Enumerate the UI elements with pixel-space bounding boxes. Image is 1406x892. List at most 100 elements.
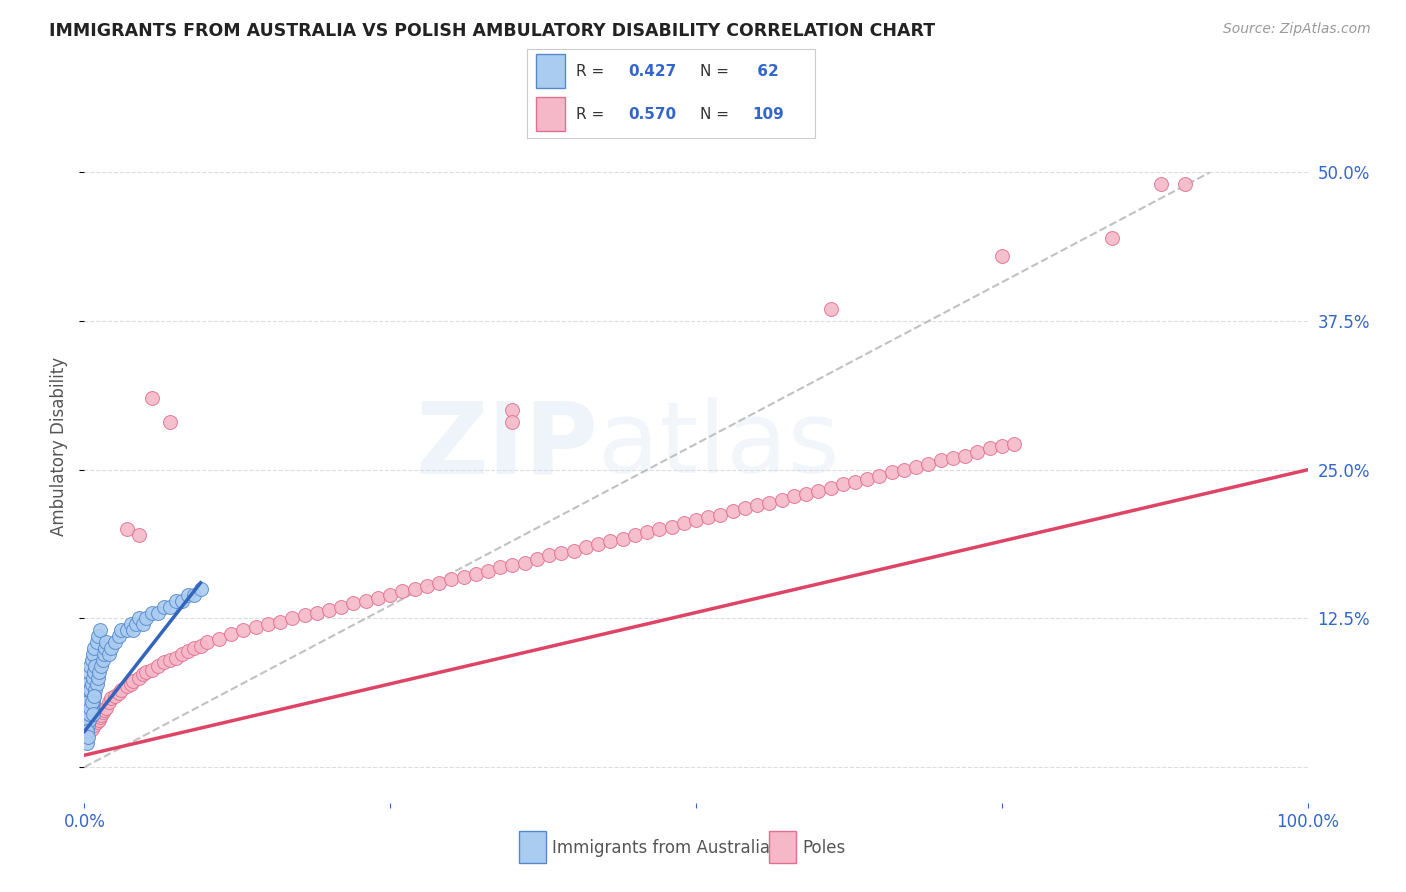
Point [104, 689, 127, 703]
Point [86, 677, 108, 691]
Point [82, 713, 104, 727]
Point [77, 713, 100, 727]
Point [183, 641, 205, 656]
Point [115, 522, 138, 536]
Point [77, 724, 100, 739]
Point [575, 540, 598, 554]
Point [159, 415, 181, 429]
Point [502, 415, 524, 429]
Point [79, 714, 101, 729]
Point [219, 627, 242, 641]
Point [305, 606, 328, 620]
Point [624, 528, 647, 542]
Text: N =: N = [700, 64, 734, 78]
Point [856, 472, 879, 486]
Point [672, 516, 695, 531]
Point [128, 611, 150, 625]
Point [135, 611, 157, 625]
Point [80, 700, 103, 714]
Point [550, 546, 572, 560]
Point [76, 724, 98, 739]
Point [477, 564, 499, 578]
Point [135, 665, 157, 679]
Point [80, 695, 103, 709]
Point [513, 556, 536, 570]
Point [1101, 231, 1123, 245]
Point [844, 475, 866, 489]
Point [87, 629, 110, 643]
Point [82, 706, 104, 721]
Point [942, 450, 965, 465]
Text: Poles: Poles [803, 838, 845, 856]
Point [83, 641, 105, 656]
Point [269, 615, 291, 629]
Point [404, 582, 426, 596]
Point [562, 543, 585, 558]
Point [245, 620, 267, 634]
Point [91, 706, 114, 720]
Point [91, 653, 114, 667]
Point [172, 647, 194, 661]
Point [190, 582, 212, 596]
Point [122, 674, 145, 689]
Text: ZIP: ZIP [415, 398, 598, 494]
Point [697, 510, 720, 524]
Point [502, 403, 524, 417]
Point [97, 695, 120, 709]
Point [120, 617, 142, 632]
Point [90, 659, 112, 673]
Point [77, 731, 100, 745]
Point [79, 682, 101, 697]
Point [153, 656, 176, 670]
Point [380, 588, 402, 602]
Point [86, 635, 108, 649]
Point [636, 524, 658, 539]
Point [820, 481, 842, 495]
Point [96, 635, 118, 649]
Point [128, 528, 150, 542]
Point [82, 671, 104, 685]
Point [586, 536, 609, 550]
Point [1150, 178, 1173, 192]
Point [100, 691, 122, 706]
Point [83, 689, 105, 703]
Point [172, 593, 194, 607]
Point [75, 713, 97, 727]
Text: R =: R = [576, 107, 609, 121]
Point [526, 552, 548, 566]
Point [294, 607, 316, 622]
Point [440, 572, 463, 586]
Point [80, 722, 103, 736]
Point [770, 492, 793, 507]
Point [90, 707, 112, 722]
FancyBboxPatch shape [536, 54, 565, 88]
Point [87, 706, 110, 721]
Point [869, 468, 891, 483]
Point [110, 624, 132, 638]
Point [794, 486, 817, 500]
Point [76, 724, 98, 739]
Point [190, 639, 212, 653]
Point [489, 560, 512, 574]
Point [893, 463, 915, 477]
Text: Source: ZipAtlas.com: Source: ZipAtlas.com [1223, 22, 1371, 37]
Point [464, 567, 486, 582]
Point [84, 682, 107, 697]
FancyBboxPatch shape [519, 831, 546, 863]
Point [96, 700, 118, 714]
Point [416, 579, 439, 593]
Point [747, 499, 769, 513]
Point [93, 647, 115, 661]
Text: Immigrants from Australia: Immigrants from Australia [551, 838, 769, 856]
Point [648, 522, 671, 536]
Y-axis label: Ambulatory Disability: Ambulatory Disability [51, 357, 69, 535]
Point [929, 453, 952, 467]
Point [146, 659, 169, 673]
Point [128, 671, 150, 685]
Point [661, 520, 683, 534]
Point [195, 635, 218, 649]
Point [783, 489, 806, 503]
Point [721, 504, 744, 518]
Point [87, 665, 110, 679]
Point [807, 484, 830, 499]
